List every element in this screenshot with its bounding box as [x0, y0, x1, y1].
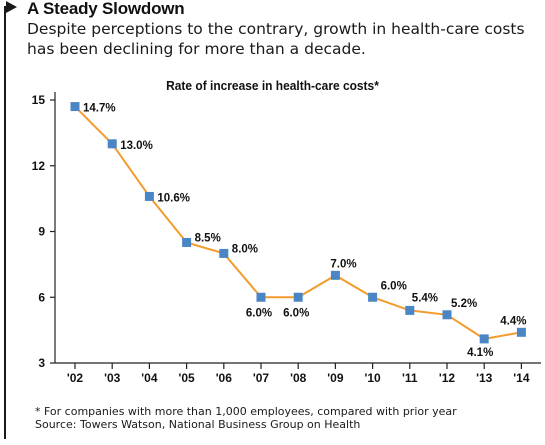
data-label: 14.7%	[83, 103, 116, 115]
data-label: 13.0%	[120, 140, 153, 152]
x-tick-label: '05	[178, 371, 195, 385]
data-point-marker	[293, 292, 303, 302]
data-point-marker	[442, 310, 452, 320]
x-tick-label: '03	[104, 371, 121, 385]
data-label: 4.1%	[467, 347, 493, 359]
data-point-marker	[70, 102, 80, 112]
chart-data-labels: 14.7% 13.0% 10.6% 8.5% 8.0% 6.0% 6.0% 7.0% 6.0% 5…	[83, 103, 527, 359]
data-label: 6.0%	[381, 280, 407, 292]
y-tick-label: 6	[38, 290, 45, 304]
x-tick-label: '14	[513, 371, 530, 385]
data-label: 8.0%	[232, 243, 258, 255]
data-point-marker	[516, 327, 526, 337]
y-tick-label: 3	[38, 356, 45, 370]
y-tick-label: 15	[32, 93, 46, 107]
footnote: * For companies with more than 1,000 emp…	[35, 405, 457, 418]
headline: A Steady Slowdown	[27, 0, 185, 18]
x-tick-label: '10	[364, 371, 381, 385]
data-point-marker	[182, 237, 192, 247]
subheadline: Despite perceptions to the contrary, gro…	[27, 20, 525, 58]
data-label: 10.6%	[157, 192, 190, 204]
y-tick-label: 12	[32, 159, 46, 173]
data-label: 5.4%	[412, 292, 438, 304]
data-label: 6.0%	[246, 307, 272, 319]
chart-series	[70, 102, 526, 344]
y-tick-label: 9	[38, 225, 45, 239]
data-point-marker	[219, 248, 229, 258]
x-tick-label: '13	[476, 371, 493, 385]
left-rule	[4, 6, 6, 439]
x-tick-label: '06	[216, 371, 233, 385]
data-label: 7.0%	[330, 258, 356, 270]
x-tick-label: '11	[402, 371, 418, 385]
x-tick-label: '02	[67, 371, 84, 385]
data-point-marker	[144, 191, 154, 201]
x-tick-label: '08	[290, 371, 307, 385]
data-label: 8.5%	[195, 232, 221, 244]
chart-axes: 3 6 9 12 15 '02 '03 '04 '05 '06 '07 '08 '09 '10 '11 '12…	[32, 92, 541, 385]
x-tick-label: '09	[327, 371, 344, 385]
title-marker-icon	[6, 1, 17, 13]
data-point-marker	[479, 334, 489, 344]
data-point-marker	[368, 292, 378, 302]
data-point-marker	[256, 292, 266, 302]
x-tick-label: '12	[439, 371, 456, 385]
data-point-marker	[405, 305, 415, 315]
data-label: 6.0%	[283, 307, 309, 319]
source-note: Source: Towers Watson, National Business…	[35, 418, 361, 431]
data-point-marker	[107, 139, 117, 149]
chart-title: Rate of increase in health-care costs*	[166, 78, 379, 93]
data-label: 5.2%	[451, 298, 477, 310]
data-label: 4.4%	[500, 315, 526, 327]
data-point-marker	[330, 270, 340, 280]
x-tick-label: '04	[141, 371, 158, 385]
x-tick-label: '07	[253, 371, 270, 385]
